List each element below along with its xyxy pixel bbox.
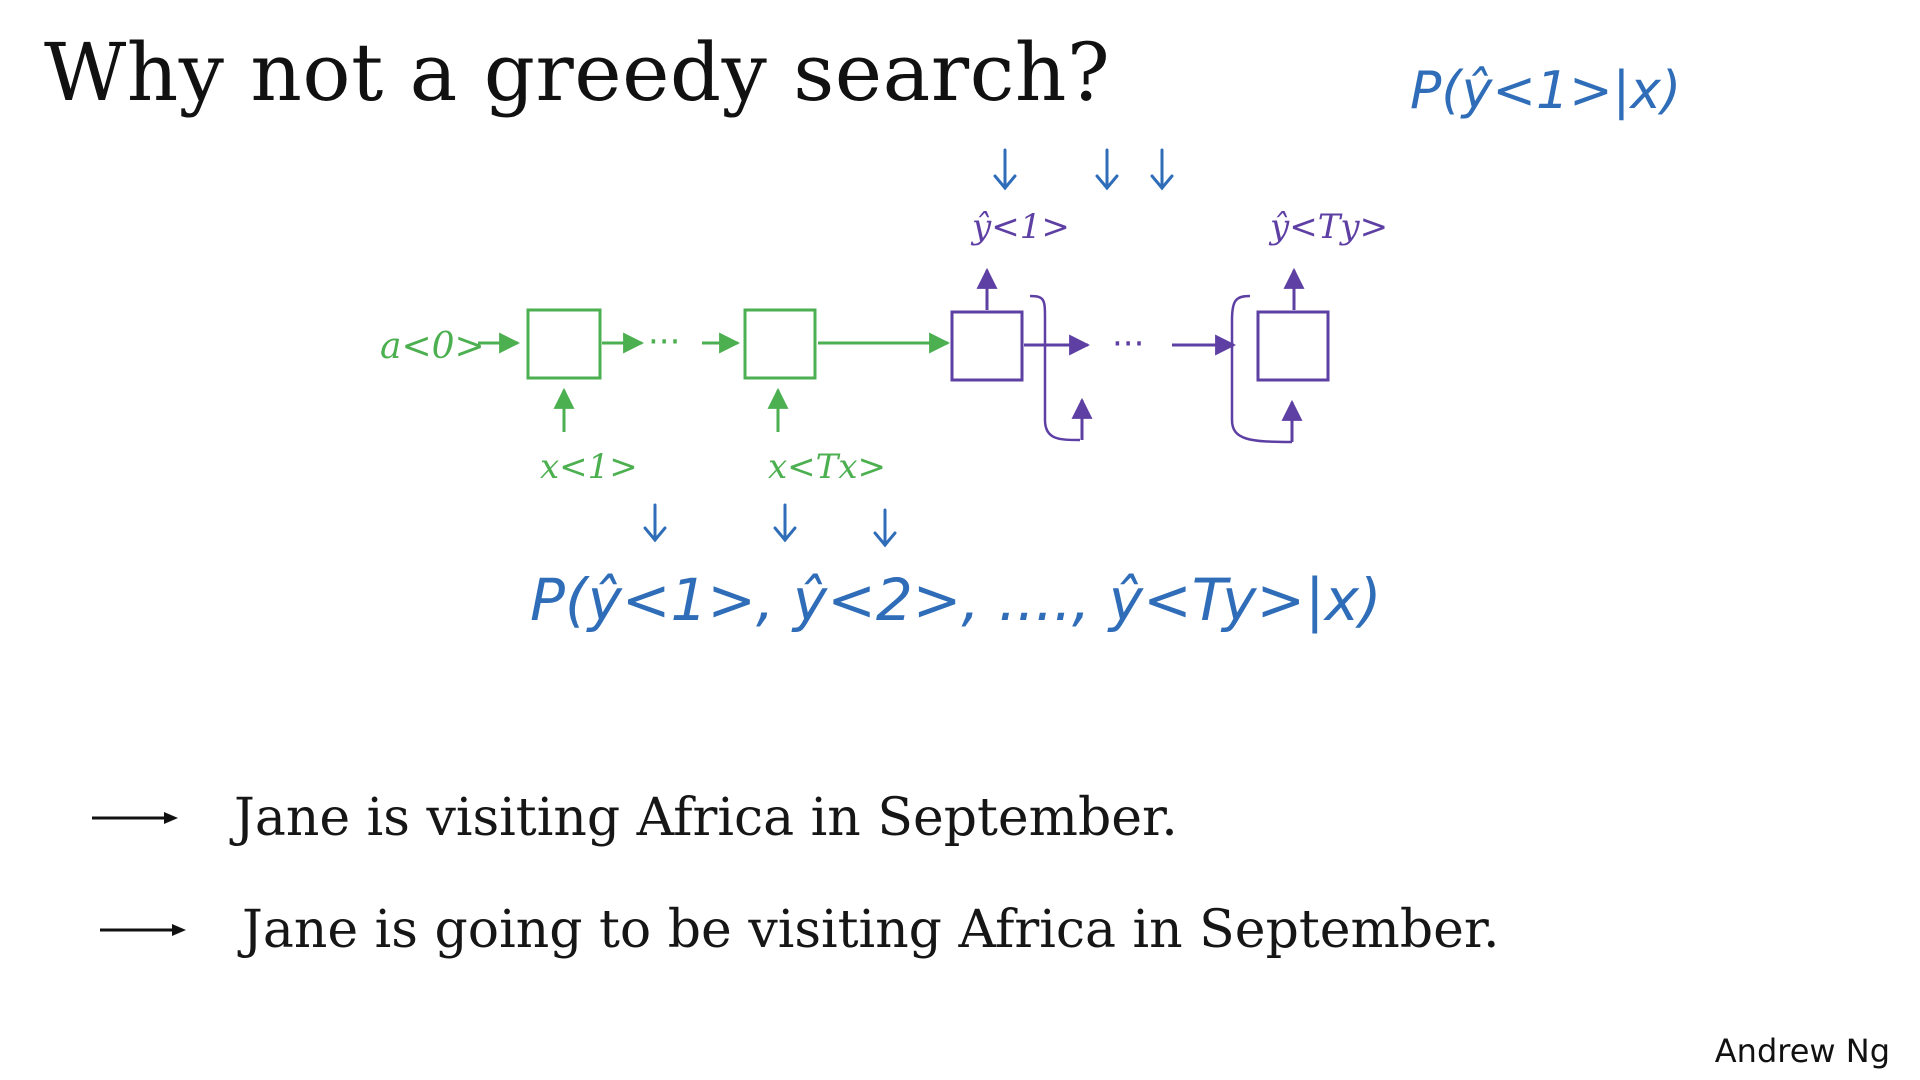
decoder-output-first-label: ŷ<1>: [970, 207, 1070, 247]
encoder-cell-first: [526, 308, 602, 380]
example-sentence-row-2: Jane is going to be visiting Africa in S…: [98, 890, 1500, 970]
encoder-init-label: a<0>: [380, 326, 485, 367]
encoder-input-first-label: x<1>: [540, 447, 638, 487]
down-arrow-icon: [773, 503, 797, 543]
feedback-loop-first: [1029, 294, 1081, 442]
down-arrow-icon: [873, 508, 897, 548]
decoder-cell-last: [1256, 310, 1330, 382]
down-arrow-icon: [643, 503, 667, 543]
down-arrow-icon: [993, 148, 1017, 191]
decoder-output-last-label: ŷ<Ty>: [1268, 207, 1388, 247]
feedback-loop-last: [1230, 294, 1293, 444]
encoder-ellipsis: ···: [648, 322, 680, 362]
example-sentence-1: Jane is visiting Africa in September.: [234, 788, 1178, 848]
encoder-cell-last: [743, 308, 817, 380]
arrow-right-icon: [100, 924, 186, 936]
page-title: Why not a greedy search?: [44, 26, 1111, 119]
encoder-input-last-label: x<Tx>: [768, 447, 886, 487]
decoder-cell-first: [950, 310, 1024, 382]
top-probability-formula: P(ŷ<1>|x): [1410, 61, 1681, 121]
example-sentence-2: Jane is going to be visiting Africa in S…: [242, 900, 1500, 960]
joint-probability-formula: P(ŷ<1>, ŷ<2>, ...., ŷ<Ty>|x): [530, 566, 1382, 634]
down-arrow-icon: [1150, 148, 1174, 191]
example-sentence-row-1: Jane is visiting Africa in September.: [90, 778, 1178, 858]
author-credit: Andrew Ng: [1714, 1032, 1890, 1070]
down-arrow-icon: [1095, 148, 1119, 191]
bottom-annotation-arrows: [643, 503, 897, 548]
arrow-right-icon: [92, 812, 178, 824]
top-annotation-arrows: [993, 148, 1174, 191]
decoder-ellipsis: ···: [1112, 324, 1144, 364]
